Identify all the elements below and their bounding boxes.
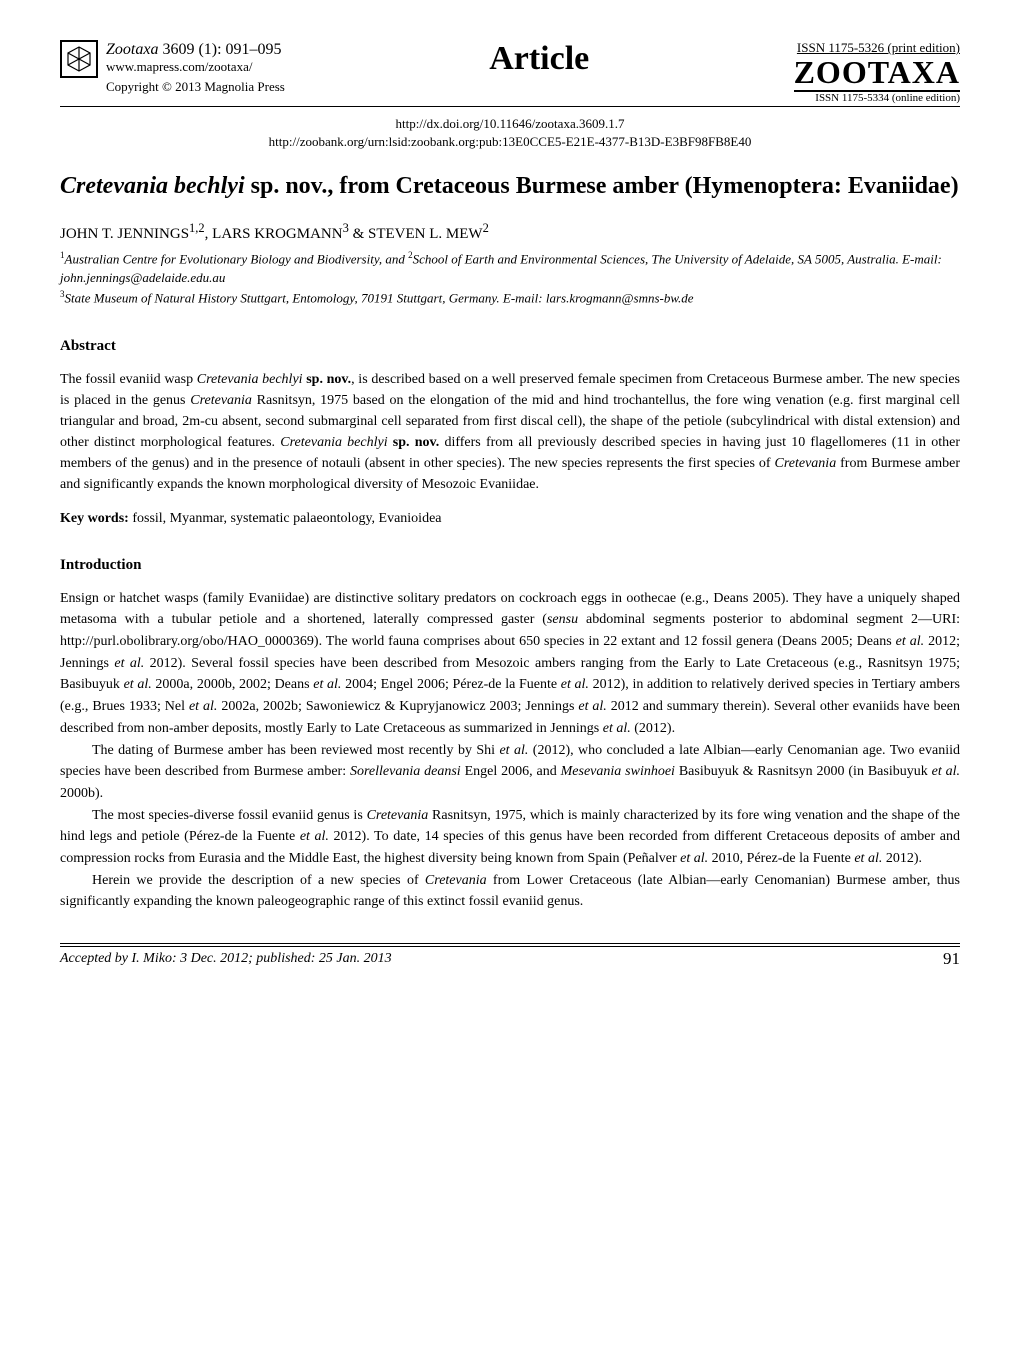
journal-title: Zootaxa	[106, 41, 158, 58]
abstract-heading: Abstract	[60, 338, 960, 355]
header-right: ISSN 1175-5326 (print edition) ZOOTAXA I…	[794, 40, 960, 104]
keywords: Key words: fossil, Myanmar, systematic p…	[60, 511, 960, 527]
doi-url[interactable]: http://dx.doi.org/10.11646/zootaxa.3609.…	[60, 115, 960, 133]
keywords-text: fossil, Myanmar, systematic palaeontolog…	[129, 511, 442, 526]
intro-para-2: The dating of Burmese amber has been rev…	[60, 740, 960, 805]
intro-para-1: Ensign or hatchet wasps (family Evaniida…	[60, 588, 960, 740]
journal-title-line: Zootaxa 3609 (1): 091–095	[106, 40, 285, 59]
introduction-heading: Introduction	[60, 557, 960, 574]
footer-row: Accepted by I. Miko: 3 Dec. 2012; publis…	[60, 949, 960, 969]
article-label: Article	[489, 40, 589, 78]
footer-rule-1	[60, 943, 960, 944]
intro-para-3: The most species-diverse fossil evaniid …	[60, 805, 960, 870]
title-rest: sp. nov., from Cretaceous Burmese amber …	[245, 173, 959, 199]
keywords-label: Key words:	[60, 511, 129, 526]
intro-para-4: Herein we provide the description of a n…	[60, 870, 960, 913]
affiliations: 1Australian Centre for Evolutionary Biol…	[60, 249, 960, 308]
title-species: Cretevania bechlyi	[60, 173, 245, 199]
authors: JOHN T. JENNINGS1,2, LARS KROGMANN3 & ST…	[60, 221, 960, 243]
page-number: 91	[943, 949, 960, 969]
doi-block: http://dx.doi.org/10.11646/zootaxa.3609.…	[60, 115, 960, 151]
issn-online: ISSN 1175-5334 (online edition)	[794, 92, 960, 104]
header-left: Zootaxa 3609 (1): 091–095 www.mapress.co…	[60, 40, 285, 94]
journal-logo-icon	[60, 40, 98, 78]
journal-url: www.mapress.com/zootaxa/	[106, 59, 285, 75]
zootaxa-logo: ZOOTAXA	[794, 56, 960, 92]
copyright: Copyright © 2013 Magnolia Press	[106, 79, 285, 95]
header-rule	[60, 106, 960, 107]
accepted-date: Accepted by I. Miko: 3 Dec. 2012; publis…	[60, 951, 392, 967]
footer: Accepted by I. Miko: 3 Dec. 2012; publis…	[60, 943, 960, 969]
abstract-text: The fossil evaniid wasp Cretevania bechl…	[60, 369, 960, 495]
footer-rule-2	[60, 946, 960, 947]
header: Zootaxa 3609 (1): 091–095 www.mapress.co…	[60, 40, 960, 104]
article-title: Cretevania bechlyi sp. nov., from Cretac…	[60, 171, 960, 202]
zoobank-url[interactable]: http://zoobank.org/urn:lsid:zoobank.org:…	[60, 133, 960, 151]
journal-info: Zootaxa 3609 (1): 091–095 www.mapress.co…	[106, 40, 285, 94]
journal-issue: 3609 (1): 091–095	[158, 41, 281, 58]
